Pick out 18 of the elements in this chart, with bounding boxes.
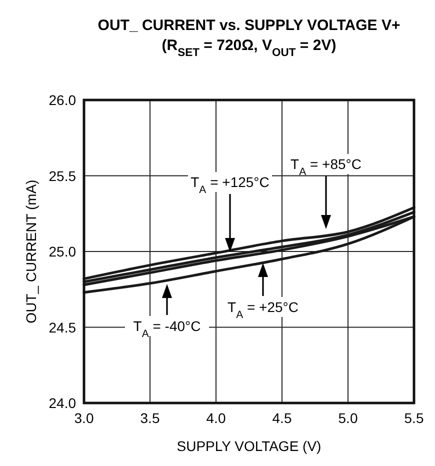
- annotation: T$_{A}$ = +25°C: [228, 299, 298, 321]
- y-tick-label: 24.0: [48, 395, 76, 411]
- x-tick-label: 4.0: [206, 410, 226, 426]
- y-tick-label: 25.0: [48, 244, 76, 260]
- y-axis-title: OUT_ CURRENT (mA): [23, 180, 39, 324]
- annotation: T$_{A}$ = +85°C: [290, 156, 362, 178]
- x-tick-label: 5.5: [404, 410, 424, 426]
- annotation: T$_{A}$ = -40°C: [133, 318, 201, 340]
- y-tick-label: 24.5: [48, 319, 76, 336]
- x-tick-label: 4.5: [272, 410, 292, 426]
- x-tick-label: 3.0: [74, 410, 94, 426]
- y-tick-label: 25.5: [48, 168, 76, 184]
- y-tick-label: 26.0: [48, 92, 76, 108]
- annotation: T$_{A}$ = +125°C: [190, 174, 270, 196]
- x-axis-title: SUPPLY VOLTAGE (V): [176, 438, 322, 454]
- chart-title: OUT_ CURRENT vs. SUPPLY VOLTAGE V+ (R$_{SET}$ = 720Ω, V$_{OUT}$ = 2V): [98, 17, 400, 59]
- x-tick-label: 3.5: [140, 410, 160, 426]
- x-tick-label: 5.0: [338, 410, 358, 426]
